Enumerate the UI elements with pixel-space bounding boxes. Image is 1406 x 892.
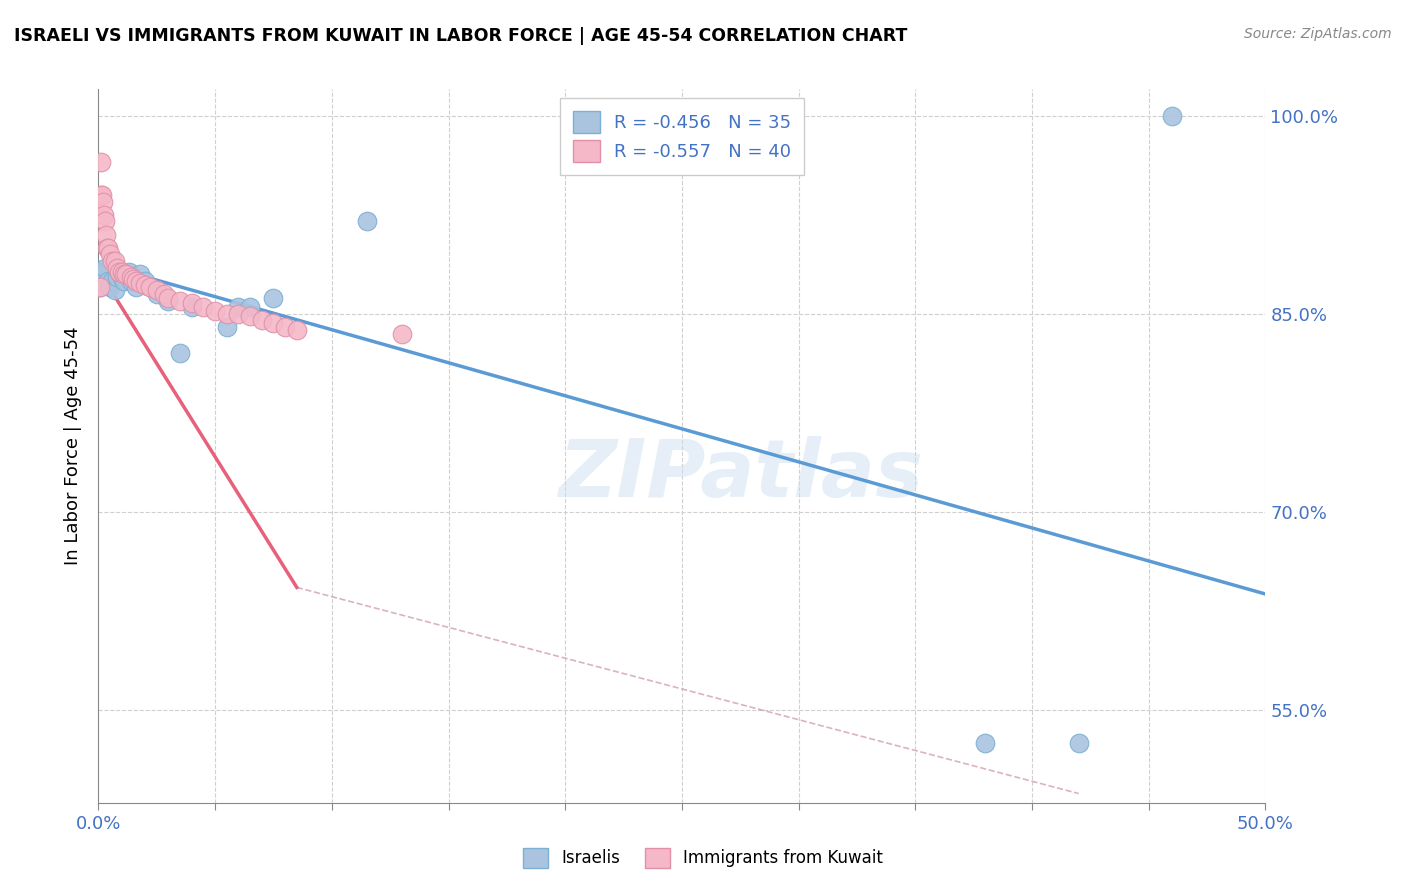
Point bbox=[974, 736, 997, 750]
Point bbox=[484, 809, 506, 823]
Point bbox=[391, 326, 413, 341]
Point bbox=[134, 277, 156, 292]
Point bbox=[90, 154, 112, 169]
Point bbox=[94, 260, 117, 275]
Point bbox=[215, 307, 238, 321]
Point bbox=[104, 283, 127, 297]
Point bbox=[101, 254, 124, 268]
Point bbox=[97, 274, 120, 288]
Point bbox=[262, 291, 284, 305]
Point bbox=[250, 313, 273, 327]
Point bbox=[94, 214, 117, 228]
Text: ZIPatlas: ZIPatlas bbox=[558, 435, 922, 514]
Point bbox=[215, 320, 238, 334]
Point bbox=[129, 277, 152, 291]
Point bbox=[134, 274, 156, 288]
Point bbox=[157, 291, 180, 305]
Point bbox=[101, 274, 124, 288]
Point bbox=[105, 260, 128, 275]
Point bbox=[285, 323, 308, 337]
Point bbox=[91, 274, 114, 288]
Point bbox=[89, 280, 111, 294]
Point bbox=[89, 280, 111, 294]
Point bbox=[90, 267, 112, 281]
Point bbox=[94, 267, 117, 281]
Point bbox=[105, 269, 128, 284]
Point bbox=[90, 274, 112, 288]
Point bbox=[115, 267, 138, 281]
Point bbox=[239, 300, 262, 314]
Point bbox=[228, 300, 250, 314]
Point bbox=[157, 293, 180, 308]
Point bbox=[356, 214, 378, 228]
Point bbox=[96, 241, 118, 255]
Point bbox=[146, 287, 169, 301]
Point bbox=[1161, 109, 1184, 123]
Text: ISRAELI VS IMMIGRANTS FROM KUWAIT IN LABOR FORCE | AGE 45-54 CORRELATION CHART: ISRAELI VS IMMIGRANTS FROM KUWAIT IN LAB… bbox=[14, 27, 907, 45]
Point bbox=[125, 280, 148, 294]
Point bbox=[122, 272, 145, 286]
Point bbox=[97, 241, 120, 255]
Point bbox=[139, 280, 162, 294]
Legend: R = -0.456   N = 35, R = -0.557   N = 40: R = -0.456 N = 35, R = -0.557 N = 40 bbox=[560, 98, 804, 175]
Point bbox=[120, 269, 142, 284]
Point bbox=[239, 310, 262, 324]
Point bbox=[112, 267, 135, 281]
Point bbox=[122, 269, 145, 284]
Point bbox=[98, 247, 121, 261]
Legend: Israelis, Immigrants from Kuwait: Israelis, Immigrants from Kuwait bbox=[516, 841, 890, 875]
Point bbox=[111, 269, 134, 284]
Point bbox=[90, 188, 112, 202]
Point bbox=[274, 320, 297, 334]
Point bbox=[112, 274, 135, 288]
Point bbox=[180, 296, 202, 310]
Point bbox=[94, 227, 117, 242]
Point bbox=[169, 293, 191, 308]
Point bbox=[146, 283, 169, 297]
Y-axis label: In Labor Force | Age 45-54: In Labor Force | Age 45-54 bbox=[65, 326, 83, 566]
Point bbox=[108, 264, 131, 278]
Point bbox=[204, 304, 226, 318]
Text: Source: ZipAtlas.com: Source: ZipAtlas.com bbox=[1244, 27, 1392, 41]
Point bbox=[1067, 736, 1090, 750]
Point bbox=[169, 346, 191, 360]
Point bbox=[118, 264, 141, 278]
Point bbox=[93, 208, 115, 222]
Point bbox=[91, 194, 114, 209]
Point bbox=[98, 280, 121, 294]
Point bbox=[228, 307, 250, 321]
Point bbox=[262, 316, 284, 330]
Point bbox=[90, 188, 112, 202]
Point bbox=[125, 274, 148, 288]
Point bbox=[108, 264, 131, 278]
Point bbox=[120, 274, 142, 288]
Point bbox=[111, 264, 134, 278]
Point bbox=[193, 300, 215, 314]
Point bbox=[139, 280, 162, 294]
Point bbox=[127, 274, 149, 288]
Point bbox=[152, 287, 174, 301]
Point bbox=[115, 267, 138, 281]
Point bbox=[104, 254, 127, 268]
Point bbox=[129, 267, 152, 281]
Point bbox=[180, 300, 202, 314]
